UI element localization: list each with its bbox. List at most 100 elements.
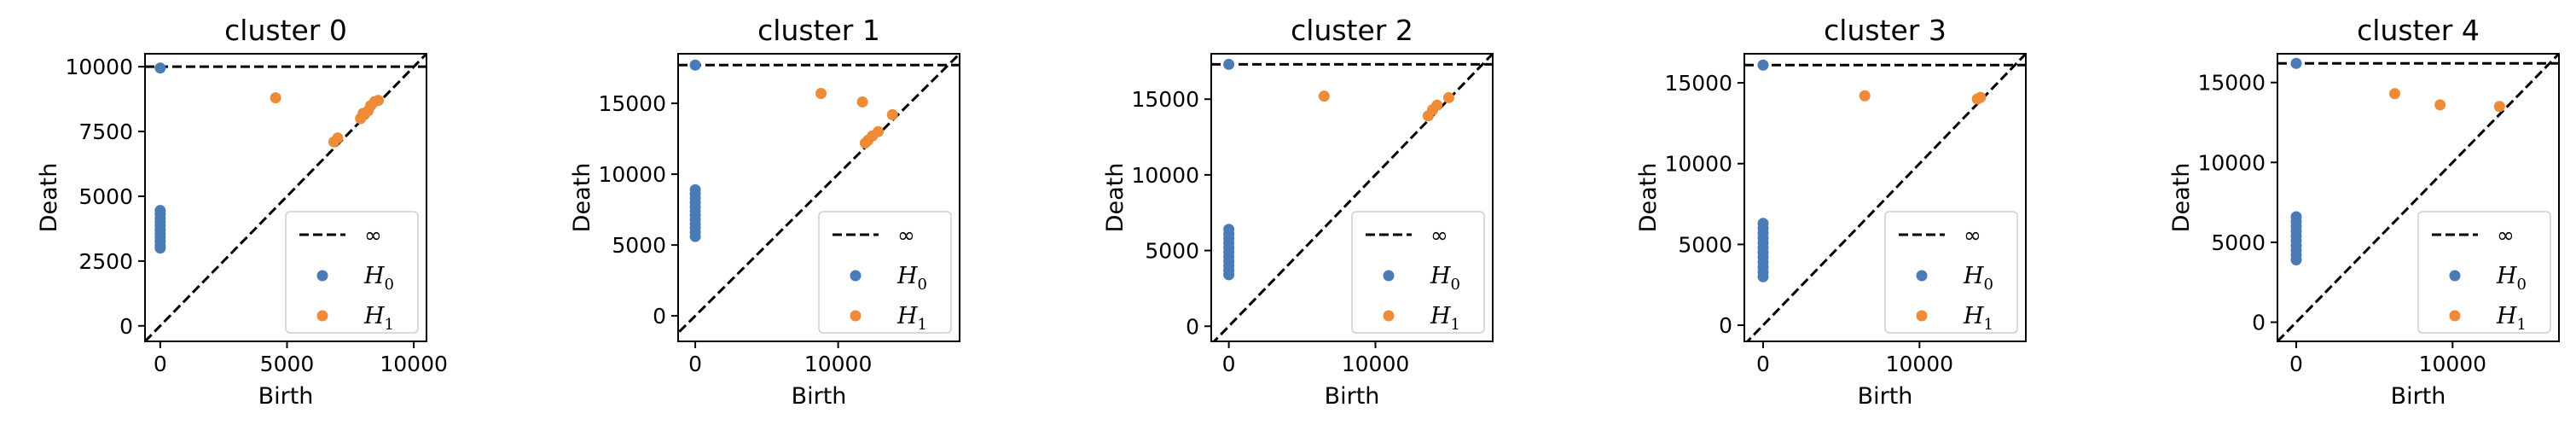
x-tick-label: 10000 [2419,352,2487,376]
y-tick-label: 15000 [598,91,666,116]
x-axis-label: Birth [258,383,314,410]
point-h1 [1442,91,1454,103]
legend-box [1351,211,1485,334]
y-tick-label: 10000 [598,162,666,187]
legend-h0-marker [1383,270,1395,282]
y-tick-label: 15000 [1131,87,1199,112]
x-tick-label: 10000 [380,352,448,376]
legend-infinity-label: ∞ [364,223,382,247]
y-tick-label: 10000 [1664,152,1732,177]
legend-box [818,211,952,334]
x-axis-label: Birth [2391,383,2446,410]
x-tick-label: 0 [688,352,702,376]
axes-frame [677,53,960,342]
y-tick-label: 0 [2252,311,2266,335]
chart-panel-1: 0 10000 0 5000 10000 15000 cluster 1 Birth Death… [569,14,960,410]
x-tick-label: 0 [2289,352,2303,376]
chart-panel-4: 0 10000 0 5000 10000 15000 cluster 4 Birth Death… [2168,14,2560,410]
chart-title: cluster 2 [1291,14,1413,47]
y-tick-label: 5000 [1678,232,1732,257]
legend-infinity-label: ∞ [1430,223,1448,247]
legend-box [2417,211,2551,334]
plot-area [1744,54,2026,341]
legend-infinity-label: ∞ [2497,223,2515,247]
axes-frame [2277,53,2560,342]
point-h1 [373,95,385,107]
point-h1 [886,108,898,120]
plot-area [1211,54,1493,341]
y-axis-label: Death [36,163,62,233]
point-h0 [689,230,701,242]
chart-panel-2: 0 10000 0 5000 10000 15000 cluster 2 Birth Death… [1102,14,1494,410]
y-tick-label: 0 [1719,313,1732,338]
legend-h0-marker [1916,270,1928,282]
y-tick-label: 5000 [612,233,666,258]
axes-frame [144,53,427,342]
plot-area [678,54,960,335]
x-tick-label: 0 [154,352,167,376]
x-tick-label: 10000 [1886,352,1954,376]
legend-box [1884,211,2018,334]
y-tick-label: 0 [653,304,666,329]
point-h0 [154,242,166,254]
diagonal-line [2277,54,2559,341]
point-h1 [856,96,868,108]
y-tick-label: 10000 [2197,150,2266,175]
point-h1 [1859,90,1871,102]
legend-h0-subscript: 0 [918,276,927,294]
y-axis-label: Death [569,163,595,233]
legend-h1-marker [850,310,862,322]
point-h1 [1975,91,1987,103]
y-tick-label: 5000 [2211,230,2266,255]
point-h0 [2290,254,2302,266]
y-axis-label: Death [1635,163,1662,233]
legend-h1-label: H1 [1430,303,1460,334]
legend-h0-subscript: 0 [2517,276,2527,294]
legend-infinity-label: ∞ [1964,223,1981,247]
plot-area [2277,54,2559,341]
y-tick-label: 7500 [78,119,133,144]
point-h0 [2290,57,2302,69]
point-h1 [2434,99,2446,111]
point-h0 [1757,271,1769,282]
point-h0 [1223,58,1235,70]
x-axis-label: Birth [792,383,847,410]
chart-title: cluster 1 [757,14,880,47]
point-h1 [873,125,885,137]
x-axis-label: Birth [1325,383,1380,410]
chart-title: cluster 3 [1824,14,1947,47]
legend-h0-subscript: 0 [385,276,394,294]
legend-h0-marker [316,270,328,282]
y-tick-label: 5000 [1145,239,1199,264]
point-h0 [689,59,701,71]
legend-h0-marker [2449,270,2461,282]
legend-h1-subscript: 1 [2517,316,2527,334]
chart-panel-3: 0 10000 0 5000 10000 15000 cluster 3 Birth Death… [1635,14,2027,410]
point-h1 [815,87,827,99]
legend-h1-subscript: 1 [918,316,927,334]
chart-panel-0: 0 5000 10000 0 2500 5000 7500 10000 cluster 0 Bir… [36,14,448,410]
x-tick-label: 10000 [1342,352,1410,376]
legend-box [285,211,419,334]
y-tick-label: 10000 [1131,163,1199,188]
legend-h0-subscript: 0 [1451,276,1460,294]
legend-h1-subscript: 1 [1451,316,1460,334]
axes-frame [1743,53,2027,342]
legend-h1-marker [2449,310,2461,322]
point-h0 [1223,269,1235,281]
y-tick-label: 15000 [2197,71,2266,96]
legend-h0-subscript: 0 [1984,276,1993,294]
y-tick-label: 5000 [78,184,133,209]
y-tick-label: 0 [1186,314,1199,339]
point-h1 [1318,90,1330,102]
axes-frame [1210,53,1494,342]
point-h1 [1431,99,1443,111]
x-tick-label: 10000 [804,352,873,376]
x-tick-label: 5000 [260,352,315,376]
x-tick-label: 0 [1756,352,1770,376]
point-h1 [2493,101,2505,113]
point-h0 [154,62,166,74]
legend-h1-marker [316,310,328,322]
legend-h1-subscript: 1 [1984,316,1993,334]
